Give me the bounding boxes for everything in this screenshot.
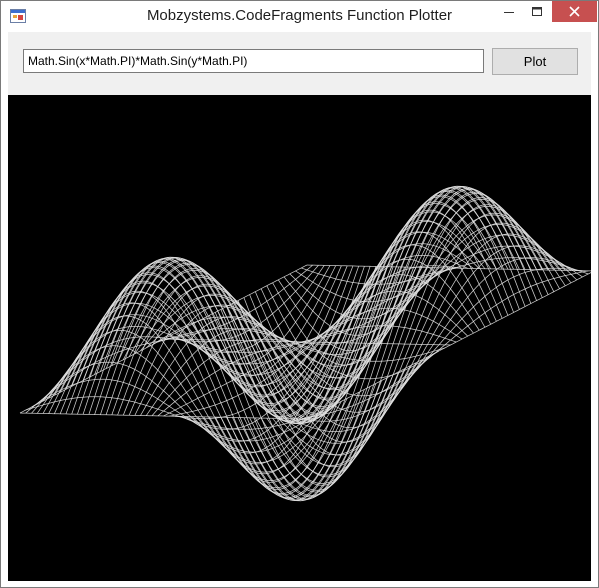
mesh-line-x — [306, 272, 591, 420]
close-button[interactable] — [552, 1, 597, 22]
maximize-icon — [532, 6, 542, 16]
mesh-line-y — [254, 189, 543, 401]
mesh-line-y — [272, 206, 560, 366]
mesh-line-y — [232, 189, 520, 424]
mesh-line-x — [169, 267, 457, 417]
client-area: Plot — [8, 32, 591, 581]
mesh-line-x — [186, 243, 474, 442]
mesh-line-x — [278, 233, 566, 456]
mesh-line-x — [266, 212, 555, 476]
close-icon — [569, 6, 580, 17]
mesh-line-y — [237, 186, 526, 421]
mesh-line-y — [180, 290, 468, 376]
mesh-line-y — [266, 198, 555, 379]
mesh-line-x — [301, 270, 589, 420]
mesh-line-y — [295, 245, 583, 303]
mesh-line-x — [289, 257, 577, 432]
mesh-line-x — [191, 231, 480, 454]
mesh-line-y — [243, 185, 532, 416]
mesh-line-x — [283, 245, 572, 444]
mesh-line-y — [260, 193, 549, 391]
surface-plot — [19, 185, 591, 502]
mesh-line-x — [260, 204, 549, 484]
maximize-button[interactable] — [524, 1, 550, 22]
mesh-line-y — [283, 224, 572, 336]
mesh-line-y — [186, 274, 474, 386]
minimize-icon — [504, 11, 514, 13]
mesh-line-x — [220, 191, 509, 496]
mesh-line-x — [180, 255, 468, 430]
plot-canvas[interactable] — [8, 95, 591, 581]
mesh-line-y — [169, 325, 457, 353]
app-icon[interactable] — [10, 9, 26, 23]
mesh-line-y — [174, 307, 463, 365]
mesh-line-y — [289, 234, 578, 320]
mesh-line-y — [203, 231, 492, 412]
mesh-line-x — [163, 267, 451, 417]
mesh-line-x — [272, 222, 560, 466]
title-bar[interactable]: Mobzystems.CodeFragments Function Plotte… — [1, 1, 598, 32]
mesh-line-y — [306, 264, 591, 272]
expression-input[interactable] — [23, 49, 484, 73]
plot-button[interactable]: Plot — [492, 48, 578, 75]
mesh-line-y — [220, 201, 509, 424]
mesh-line-y — [214, 209, 503, 421]
mesh-line-y — [301, 257, 589, 285]
wireframe-mesh — [19, 185, 591, 502]
window-title: Mobzystems.CodeFragments Function Plotte… — [146, 7, 453, 24]
minimize-button[interactable] — [496, 1, 522, 22]
mesh-line-y — [226, 194, 514, 425]
mesh-line-y — [277, 214, 566, 352]
